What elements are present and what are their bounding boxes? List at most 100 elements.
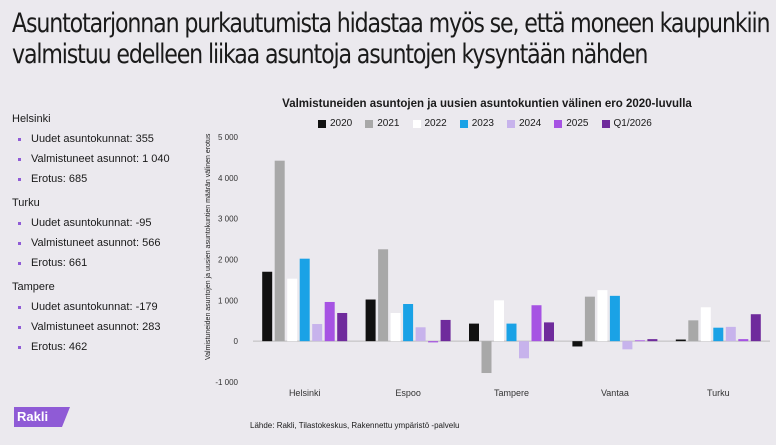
bar <box>544 322 554 342</box>
bullet-icon <box>18 345 21 349</box>
stat-item: Erotus: 685 <box>18 172 197 186</box>
legend-swatch <box>507 119 515 128</box>
y-axis-label-text: Valmistuneiden asuntojen ja uusien asunt… <box>205 133 212 360</box>
bar <box>622 341 633 350</box>
stats-turku: Turku Uudet asuntokunnat: -95 Valmistune… <box>12 196 197 270</box>
bar <box>725 326 736 342</box>
stat-item: Erotus: 462 <box>18 340 197 354</box>
city-name: Turku <box>12 197 40 209</box>
city-name: Helsinki <box>12 113 51 125</box>
legend-item: 2023 <box>459 118 494 129</box>
legend-swatch <box>365 119 374 128</box>
bar <box>531 305 542 342</box>
stats-helsinki: Helsinki Uudet asuntokunnat: 355 Valmist… <box>12 112 197 186</box>
bullet-icon <box>18 221 21 225</box>
y-axis-label: Valmistuneiden asuntojen ja uusien asunt… <box>205 133 212 360</box>
bar <box>390 312 401 342</box>
logo-shape <box>14 407 70 427</box>
y-tick-label: -1 000 <box>215 378 238 387</box>
bar <box>428 341 439 343</box>
x-tick-label: Turku <box>707 388 730 398</box>
stat-item: Valmistuneet asunnot: 1 040 <box>18 152 197 166</box>
bar <box>519 341 529 359</box>
source-note: Lähde: Rakli, Tilastokeskus, Rakennettu … <box>250 421 460 430</box>
legend-item: 2024 <box>507 118 541 129</box>
x-tick-label: Helsinki <box>289 388 321 398</box>
stat-text: Erotus: 661 <box>31 257 88 269</box>
x-tick-label: Tampere <box>494 388 529 398</box>
legend-swatch <box>318 119 326 128</box>
legend-label: Q1/2026 <box>613 118 652 129</box>
title-line-1: Asuntotarjonnan purkautumista hidastaa m… <box>12 8 771 39</box>
bullet-icon <box>18 157 21 161</box>
stat-text: Uudet asuntokunnat: 355 <box>31 133 154 145</box>
y-tick-label: 0 <box>234 337 239 346</box>
bar-chart: -1 000 0 1 000 2 000 3 000 4 000 5 000 Helsinki… <box>215 133 770 398</box>
bar <box>262 271 273 342</box>
bar <box>481 341 492 374</box>
legend-item: Q1/2026 <box>601 118 652 129</box>
bar <box>324 301 335 342</box>
bar <box>700 307 711 342</box>
legend-label: 2024 <box>519 118 542 129</box>
y-tick-label: 3 000 <box>218 215 239 224</box>
bar <box>738 339 749 342</box>
y-tick-label: 4 000 <box>218 174 239 183</box>
city-name: Tampere <box>12 281 55 293</box>
stat-text: Valmistuneet asunnot: 283 <box>31 321 161 333</box>
bullet-icon <box>18 261 21 265</box>
stat-item: Valmistuneet asunnot: 283 <box>18 320 197 334</box>
y-tick-label: 5 000 <box>218 133 239 142</box>
bar <box>584 296 595 342</box>
bar <box>415 327 426 342</box>
y-tick-label: 2 000 <box>218 256 239 265</box>
legend-label: 2021 <box>377 118 400 129</box>
legend-swatch <box>412 119 421 128</box>
chart-legend: 2020 2021 2022 2023 2024 2025 Q1/2026 <box>318 118 665 129</box>
legend-item: 2025 <box>554 118 589 129</box>
stat-item: Uudet asuntokunnat: -179 <box>18 300 197 314</box>
bullet-icon <box>18 325 21 329</box>
x-tick-label: Vantaa <box>601 388 629 398</box>
stat-item: Uudet asuntokunnat: 355 <box>18 132 197 146</box>
bar <box>378 249 389 342</box>
legend-swatch <box>601 119 610 128</box>
y-tick-label: 1 000 <box>218 296 239 305</box>
bullet-icon <box>18 305 21 309</box>
chart-title: Valmistuneiden asuntojen ja uusien asunt… <box>282 98 692 110</box>
legend-item: 2022 <box>412 118 447 129</box>
legend-label: 2025 <box>566 118 589 129</box>
legend-item: 2020 <box>318 118 352 129</box>
bar <box>365 299 376 342</box>
bar <box>713 327 724 342</box>
bar <box>647 339 658 342</box>
legend-label: 2020 <box>330 118 353 129</box>
bar <box>609 295 620 342</box>
bar <box>274 160 285 342</box>
bar <box>440 319 451 342</box>
title-line-2: valmistuu edelleen liikaa asuntoja asunt… <box>12 39 648 70</box>
bar <box>469 323 479 342</box>
stat-text: Uudet asuntokunnat: -95 <box>31 217 152 229</box>
bar <box>299 258 310 342</box>
stats-tampere: Tampere Uudet asuntokunnat: -179 Valmist… <box>12 280 197 354</box>
legend-swatch <box>459 119 468 128</box>
bar <box>287 278 298 342</box>
stat-item: Valmistuneet asunnot: 566 <box>18 236 197 250</box>
x-tick-label: Espoo <box>395 388 421 398</box>
stat-text: Uudet asuntokunnat: -179 <box>31 301 158 313</box>
logo-text: Rakli <box>17 409 49 424</box>
bar <box>688 320 699 342</box>
stat-text: Valmistuneet asunnot: 566 <box>31 237 161 249</box>
legend-label: 2022 <box>424 118 447 129</box>
rakli-logo: Rakli <box>14 407 70 427</box>
bar <box>403 304 414 342</box>
bar <box>675 339 686 342</box>
bar <box>337 312 348 342</box>
bullet-icon <box>18 241 21 245</box>
legend-item: 2021 <box>365 118 400 129</box>
bullet-icon <box>18 137 21 141</box>
stat-text: Erotus: 462 <box>31 341 88 353</box>
bar <box>572 341 583 347</box>
stat-item: Erotus: 661 <box>18 256 197 270</box>
